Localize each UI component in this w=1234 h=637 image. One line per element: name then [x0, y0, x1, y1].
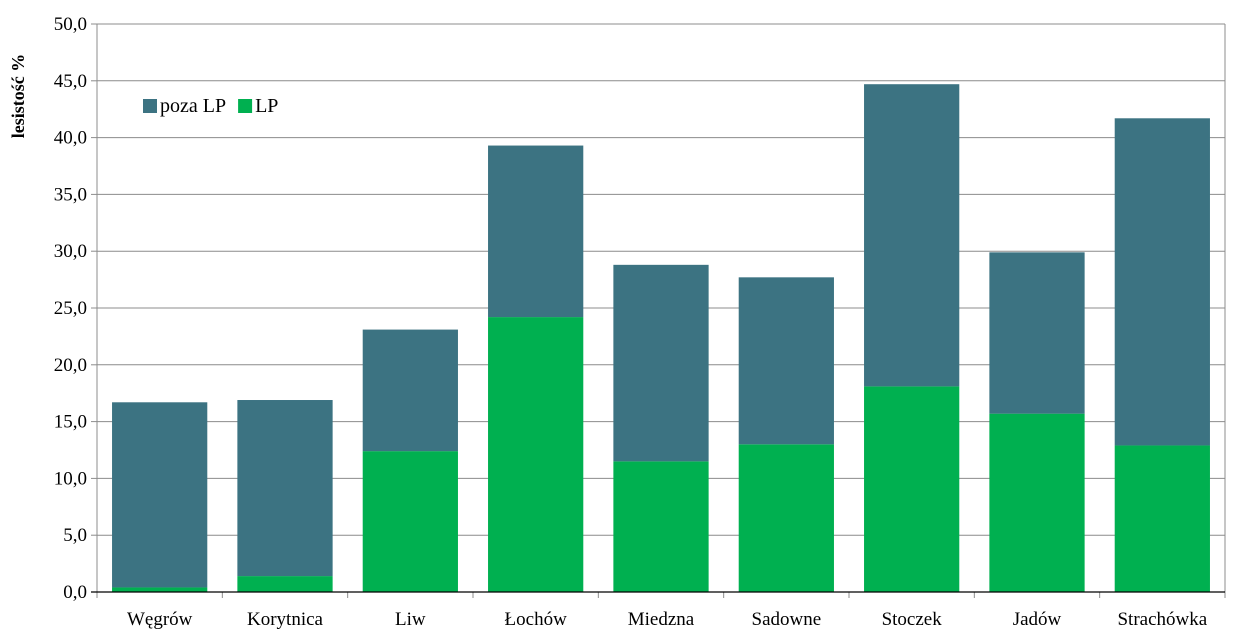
x-tick-label: Sadowne [752, 609, 822, 630]
y-tick-label: 45,0 [54, 71, 87, 92]
y-tick-label: 20,0 [54, 355, 87, 376]
y-tick-label: 0,0 [63, 582, 87, 603]
bar-segment [613, 461, 709, 592]
bar-segment [112, 402, 208, 588]
bar-segment [112, 587, 208, 592]
x-tick-label: Liw [395, 609, 426, 630]
bar-segment [237, 576, 333, 592]
y-tick-label: 15,0 [54, 412, 87, 433]
bar-segment [237, 400, 333, 577]
bar-segment [989, 252, 1085, 414]
bar-segment [738, 444, 834, 592]
y-tick-label: 10,0 [54, 468, 87, 489]
bar-segment [613, 264, 709, 462]
x-tick-label: Łochów [505, 609, 568, 630]
bar-segment [488, 145, 584, 318]
x-axis [91, 591, 1226, 598]
bar-segment [488, 317, 584, 592]
x-tick-label: Węgrów [127, 609, 193, 630]
bar-segment [989, 413, 1085, 592]
x-tick-labels: Węgrów Korytnica Liw Łochów Miedzna Sadowne St… [127, 609, 1208, 630]
y-tick-label: 50,0 [54, 14, 87, 35]
legend-swatch [238, 99, 253, 113]
y-tick-label: 35,0 [54, 184, 87, 205]
legend-label: LP [255, 95, 278, 117]
bar-segment [1114, 118, 1210, 446]
legend-swatch [143, 99, 157, 113]
legend-label: poza LP [160, 95, 226, 117]
bar-segment [362, 451, 458, 592]
bar-segment [1114, 445, 1210, 592]
x-tick-label: Stoczek [882, 609, 943, 630]
bar-segment [738, 277, 834, 445]
x-tick-label: Miedzna [628, 609, 695, 630]
y-tick-label: 30,0 [54, 241, 87, 262]
bar-segment [864, 386, 960, 592]
y-tick-label: 25,0 [54, 298, 87, 319]
bar-segment [362, 329, 458, 452]
y-tick-label: 40,0 [54, 128, 87, 149]
bar-segment [864, 84, 960, 387]
x-tick-label: Korytnica [247, 609, 324, 630]
y-axis-title: lesistość % [8, 54, 28, 139]
y-tick-labels: 0,0 5,0 10,0 15,0 20,0 25,0 30,0 35,0 40,0 45,0 50… [54, 14, 87, 603]
y-tick-label: 5,0 [63, 525, 87, 546]
x-tick-label: Strachówka [1117, 609, 1207, 630]
x-tick-label: Jadów [1013, 609, 1062, 630]
bars [112, 84, 1210, 592]
legend: poza LP LP [143, 95, 278, 117]
